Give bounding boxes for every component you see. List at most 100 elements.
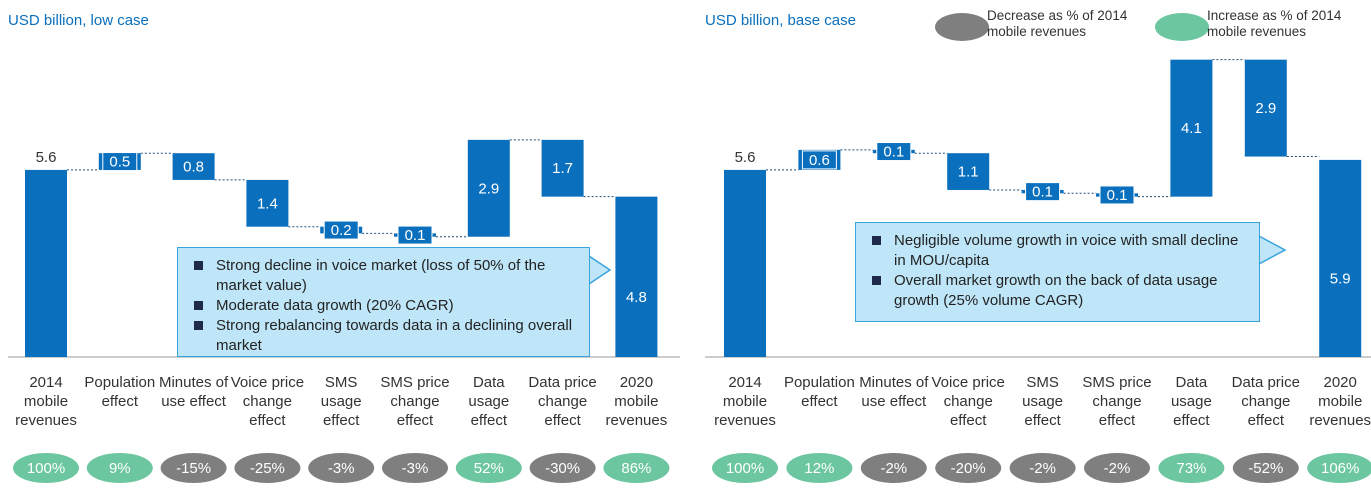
callout-pointer [588, 254, 612, 286]
category-label: SMS usage effect [1022, 374, 1064, 429]
legend-swatch [1155, 13, 1209, 41]
value-label: 5.9 [1330, 270, 1351, 287]
value-label: 2.9 [478, 180, 499, 197]
category-label: SMS price change effect [380, 374, 450, 429]
share-label: -15% [176, 460, 211, 477]
bar [615, 196, 658, 357]
value-label: 5.6 [735, 149, 756, 166]
label-box [876, 142, 912, 162]
category-label: 2020 mobile revenues [1309, 374, 1371, 429]
share-label: 106% [1321, 460, 1359, 477]
category-label: Population effect [84, 374, 156, 410]
share-label: 73% [1176, 460, 1206, 477]
value-label: 1.7 [552, 160, 573, 177]
label-box [102, 152, 138, 172]
value-label: 0.1 [405, 227, 426, 244]
label-box [1099, 185, 1135, 205]
share-label: 9% [109, 460, 131, 477]
category-label: Data price change effect [1231, 374, 1300, 429]
label-box [1025, 182, 1061, 202]
share-label: -2% [1104, 460, 1131, 477]
share-label: -52% [1248, 460, 1283, 477]
share-label: 86% [621, 460, 651, 477]
value-label: 0.1 [1032, 184, 1053, 201]
bar [467, 139, 510, 237]
share-label: -2% [880, 460, 907, 477]
note: Strong rebalancing towards data in a dec… [192, 316, 579, 356]
share-pill [860, 453, 927, 483]
share-label: -30% [545, 460, 580, 477]
bar [246, 179, 289, 227]
note: Strong decline in voice market (loss of … [192, 256, 579, 296]
value-label: 0.1 [883, 144, 904, 161]
category-label: Data price change effect [528, 374, 597, 429]
value-label: 0.5 [109, 154, 130, 171]
share-label: -3% [402, 460, 429, 477]
bar [947, 153, 990, 190]
legend-label: Decrease as % of 2014 mobile revenues [987, 8, 1128, 39]
share-label: -3% [328, 460, 355, 477]
share-pill [86, 453, 153, 483]
value-label: 1.4 [257, 195, 278, 212]
value-label: 5.6 [36, 149, 57, 166]
bar [25, 169, 67, 357]
callout: Strong decline in voice market (loss of … [177, 247, 590, 357]
bar [541, 139, 584, 197]
share-pill [1232, 453, 1299, 483]
note: Overall market growth on the back of dat… [870, 271, 1249, 311]
bar [172, 153, 215, 180]
label-box [323, 220, 359, 240]
category-label: Voice price change effect [931, 374, 1005, 429]
value-label: 0.6 [809, 152, 830, 169]
share-pill [1158, 453, 1225, 483]
share-pill [786, 453, 853, 483]
category-label: Minutes of use effect [158, 374, 229, 410]
category-label: Data usage effect [468, 374, 510, 429]
category-label: Voice price change effect [230, 374, 305, 429]
category-label: Population effect [783, 374, 855, 410]
value-label: 0.1 [1107, 187, 1128, 204]
subtitle: USD billion, low case [8, 12, 149, 29]
share-pill [935, 453, 1002, 483]
legend-swatch [935, 13, 989, 41]
subtitle: USD billion, base case [705, 12, 856, 29]
legend-label: Increase as % of 2014 mobile revenues [1207, 8, 1342, 39]
share-pill [13, 453, 79, 483]
label-box [397, 225, 433, 245]
share-label: 100% [726, 460, 764, 477]
share-pill [712, 453, 778, 483]
share-pill [529, 453, 596, 483]
share-pill [603, 453, 670, 483]
share-pill [455, 453, 522, 483]
share-label: 52% [474, 460, 504, 477]
share-pill [308, 453, 375, 483]
share-pill [1307, 453, 1371, 483]
value-label: 0.8 [183, 159, 204, 176]
value-label: 2.9 [1255, 100, 1276, 117]
callout-pointer [1258, 234, 1287, 266]
bar [724, 169, 766, 357]
callout: Negligible volume growth in voice with s… [855, 222, 1260, 322]
bar [1170, 59, 1213, 197]
share-pill [1084, 453, 1150, 483]
category-label: 2014 mobile revenues [714, 374, 776, 429]
share-label: -25% [250, 460, 285, 477]
bar [1244, 59, 1287, 157]
label-box [801, 150, 837, 170]
category-label: Data usage effect [1170, 374, 1212, 429]
share-pill [1009, 453, 1076, 483]
category-label: 2014 mobile revenues [15, 374, 77, 429]
share-pill [382, 453, 448, 483]
share-label: 12% [804, 460, 834, 477]
share-label: 100% [27, 460, 65, 477]
category-label: SMS usage effect [320, 374, 362, 429]
category-label: 2020 mobile revenues [605, 374, 668, 429]
value-label: 1.1 [958, 164, 979, 181]
value-label: 0.2 [331, 222, 352, 239]
bar [1319, 159, 1362, 357]
share-label: -2% [1029, 460, 1056, 477]
share-pill [234, 453, 301, 483]
share-pill [160, 453, 227, 483]
